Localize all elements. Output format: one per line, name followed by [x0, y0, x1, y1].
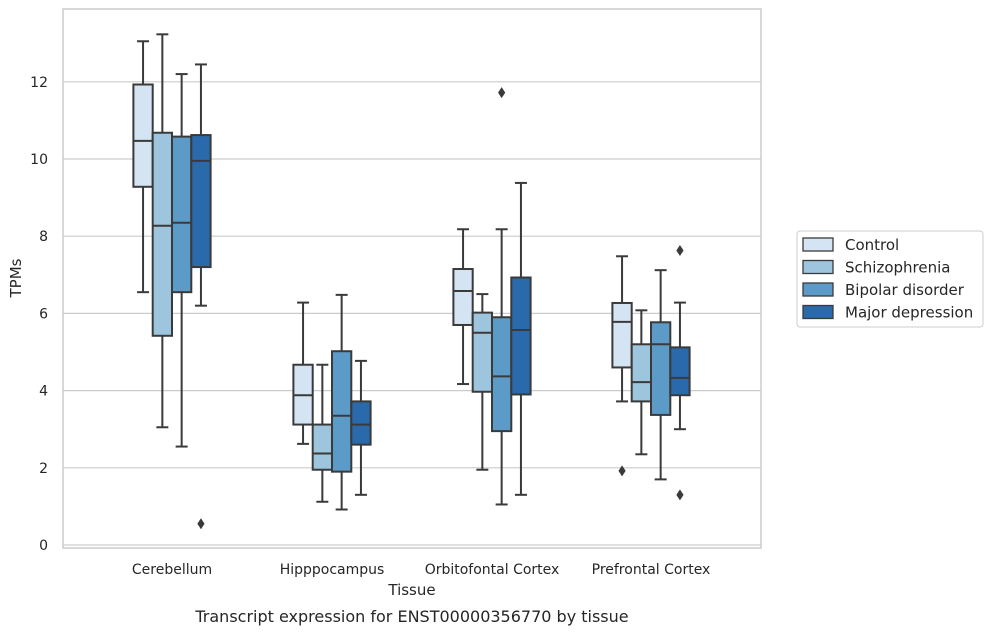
outlier-point [197, 518, 205, 530]
legend-swatch [802, 282, 834, 297]
y-tick-labels: 0 2 4 6 8 10 12 [30, 75, 48, 554]
box [311, 423, 334, 471]
x-tick-labels: Cerebellum Hipppocampus Orbitofontal Corte… [132, 562, 710, 578]
legend-label: Schizophrenia [845, 259, 950, 277]
box [132, 83, 154, 188]
x-tick-label: Hipppocampus [280, 562, 385, 578]
box [331, 350, 353, 473]
x-tick-label: Orbitofontal Cortex [425, 562, 560, 578]
figure-caption: Transcript expression for ENST0000035677… [194, 607, 628, 626]
y-axis-title: TPMs [7, 258, 25, 298]
y-tick-label: 4 [39, 384, 48, 400]
box [171, 135, 193, 294]
box-groups [132, 33, 691, 530]
box [350, 400, 372, 446]
outlier-point [498, 87, 506, 99]
x-tick-label: Cerebellum [132, 562, 212, 578]
legend-label: Bipolar disorder [845, 281, 965, 299]
box [452, 268, 474, 326]
legend-label: Major depression [845, 304, 973, 322]
box [630, 343, 653, 403]
y-tick-label: 2 [39, 461, 48, 477]
y-tick-label: 10 [30, 152, 48, 168]
box [510, 276, 532, 396]
legend: Control Schizophrenia Bipolar disorder Majo… [796, 230, 984, 328]
y-tick-label: 8 [39, 229, 48, 245]
legend-frame [796, 230, 984, 328]
box [611, 301, 633, 369]
y-tick-label: 0 [39, 538, 48, 554]
outlier-point [676, 489, 684, 501]
grid-lines [63, 81, 761, 546]
box [491, 316, 513, 433]
box [190, 134, 212, 269]
plot-frame [62, 8, 762, 549]
legend-swatch [802, 237, 834, 252]
legend-label: Control [845, 236, 899, 254]
y-tick-label: 6 [39, 306, 48, 322]
legend-swatch [802, 304, 834, 320]
box [471, 311, 494, 393]
outlier-point [676, 244, 684, 256]
box [151, 131, 173, 337]
x-tick-label: Prefrontal Cortex [592, 562, 711, 578]
outlier-point [618, 465, 626, 477]
legend-swatch [802, 259, 834, 275]
y-tick-label: 12 [30, 75, 48, 91]
x-axis-title: Tissue [387, 581, 435, 599]
box [669, 346, 691, 397]
box [650, 321, 672, 416]
